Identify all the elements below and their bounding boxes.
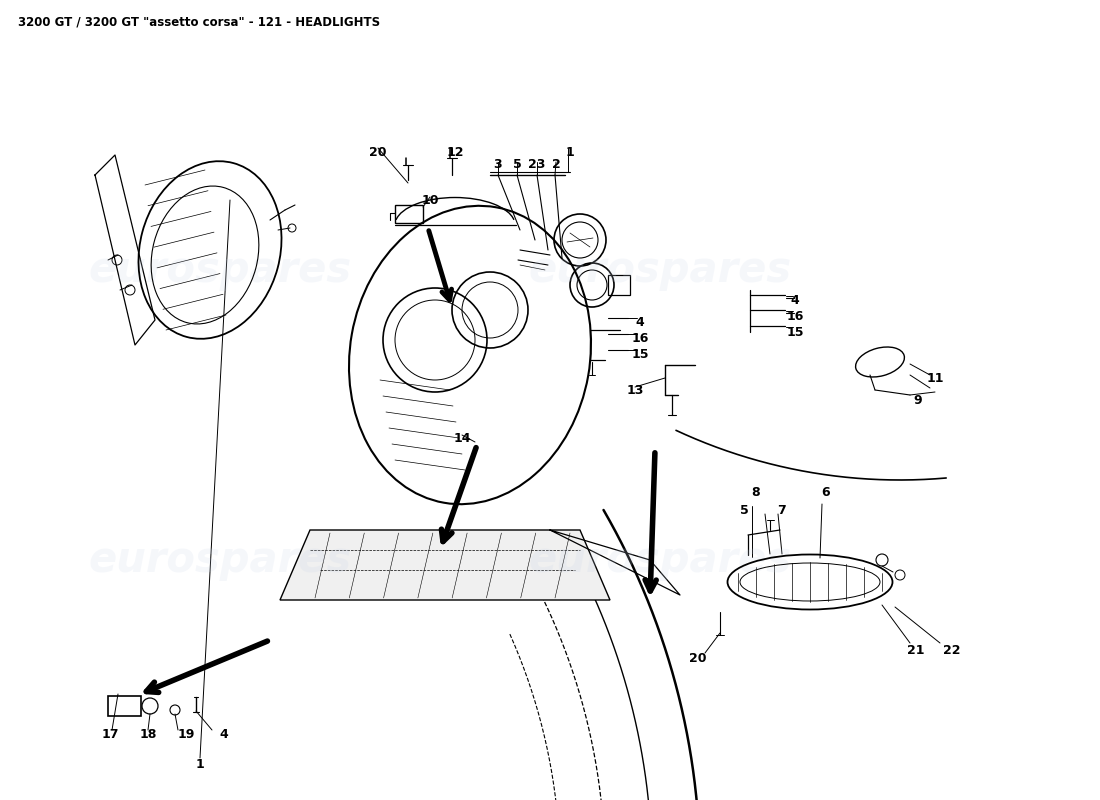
Text: 14: 14 [453, 431, 471, 445]
Text: 13: 13 [626, 383, 644, 397]
Text: 20: 20 [690, 651, 706, 665]
Text: 3200 GT / 3200 GT "assetto corsa" - 121 - HEADLIGHTS: 3200 GT / 3200 GT "assetto corsa" - 121 … [18, 15, 381, 29]
Text: 23: 23 [528, 158, 546, 171]
Text: 5: 5 [739, 503, 748, 517]
Text: 16: 16 [631, 331, 649, 345]
Text: 4: 4 [791, 294, 800, 306]
Text: eurospares: eurospares [528, 249, 792, 291]
Text: 12: 12 [447, 146, 464, 158]
Text: eurospares: eurospares [528, 539, 792, 581]
Text: 16: 16 [786, 310, 804, 322]
Text: 11: 11 [926, 371, 944, 385]
Text: 10: 10 [421, 194, 439, 206]
Text: 21: 21 [908, 643, 925, 657]
Text: 3: 3 [494, 158, 503, 171]
Text: 4: 4 [220, 729, 229, 742]
Text: 17: 17 [101, 729, 119, 742]
Text: 9: 9 [914, 394, 922, 406]
Text: 6: 6 [822, 486, 830, 498]
Text: 15: 15 [786, 326, 804, 338]
Text: 15: 15 [631, 347, 649, 361]
Text: 4: 4 [636, 315, 645, 329]
Text: eurospares: eurospares [88, 249, 352, 291]
Text: 2: 2 [551, 158, 560, 171]
Text: 19: 19 [177, 729, 195, 742]
Text: 5: 5 [513, 158, 521, 171]
Text: 18: 18 [140, 729, 156, 742]
Text: 8: 8 [751, 486, 760, 498]
Polygon shape [280, 530, 610, 600]
Text: 1: 1 [565, 146, 574, 158]
Text: 1: 1 [196, 758, 205, 771]
Text: eurospares: eurospares [88, 539, 352, 581]
Text: 20: 20 [370, 146, 387, 158]
Text: 7: 7 [778, 503, 786, 517]
Text: 22: 22 [944, 643, 960, 657]
